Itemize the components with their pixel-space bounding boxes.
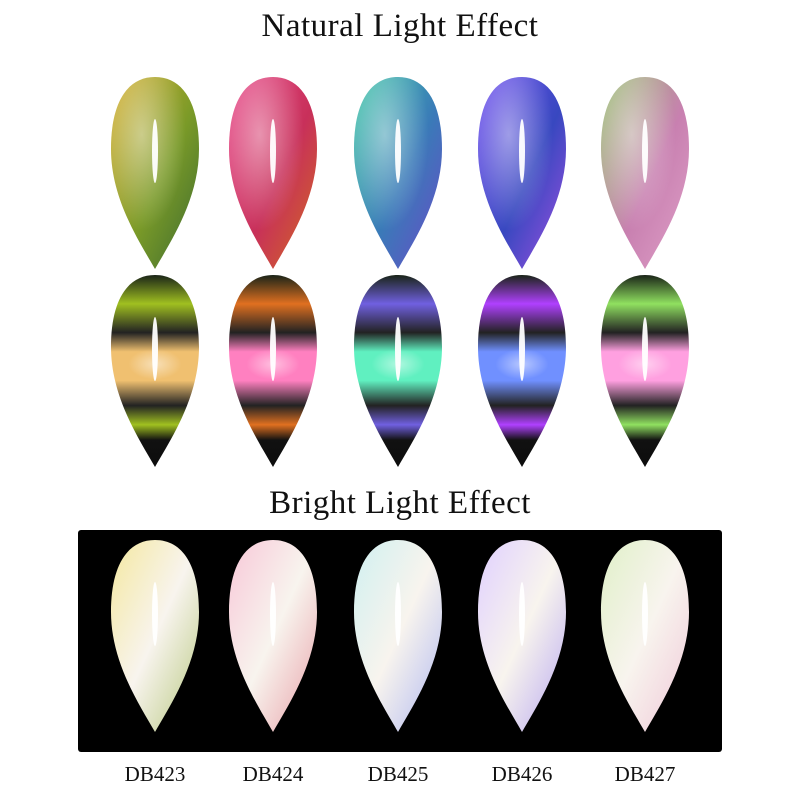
cat-nail-swatch-DB423 [111, 275, 199, 467]
product-code: DB424 [242, 762, 304, 786]
natural-nail-swatch-DB425 [354, 77, 442, 269]
bright-light-title: Bright Light Effect [269, 485, 531, 521]
natural-light-title: Natural Light Effect [261, 8, 539, 44]
cat-nail-swatch-DB426 [478, 275, 566, 467]
cat-nail-swatch-DB424 [229, 275, 317, 467]
cat-eye-row [0, 273, 800, 483]
bright-nail-swatch-DB423 [111, 540, 199, 732]
natural-nail-swatch-DB423 [111, 77, 199, 269]
bright-nail-swatch-DB424 [229, 540, 317, 732]
natural-nail-swatch-DB426 [478, 77, 566, 269]
product-codes: DB423 DB424 DB425 DB426 DB427 [0, 762, 800, 792]
natural-light-row [0, 75, 800, 285]
product-code: DB426 [491, 762, 553, 786]
bright-nail-swatch-DB425 [354, 540, 442, 732]
bright-light-row [0, 538, 800, 748]
product-code: DB427 [614, 762, 676, 786]
product-code: DB423 [124, 762, 186, 786]
natural-nail-swatch-DB424 [229, 77, 317, 269]
product-code: DB425 [367, 762, 429, 786]
natural-nail-swatch-DB427 [601, 77, 689, 269]
bright-nail-swatch-DB426 [478, 540, 566, 732]
cat-nail-swatch-DB425 [354, 275, 442, 467]
bright-nail-swatch-DB427 [601, 540, 689, 732]
cat-nail-swatch-DB427 [601, 275, 689, 467]
